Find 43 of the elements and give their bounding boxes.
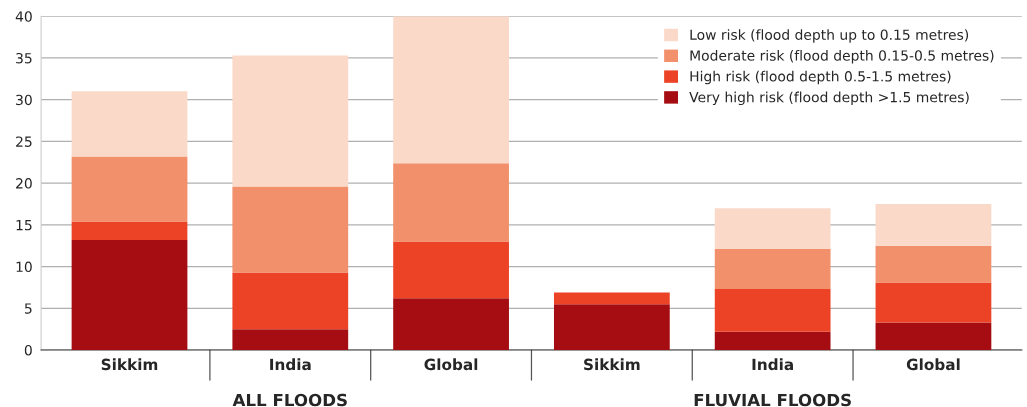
bar: [393, 241, 509, 299]
bar: [714, 289, 831, 332]
text: FLUVIAL FLOODS: [694, 393, 851, 407]
bar: [875, 322, 992, 351]
bar: [232, 186, 349, 273]
bar: [232, 329, 349, 351]
y-tick-label: 35: [16, 52, 32, 64]
y-tick-label: 5: [24, 303, 32, 314]
bar: [553, 292, 670, 305]
bar: [875, 204, 992, 246]
bar: [393, 298, 509, 351]
legend-label: Moderate risk (flood depth 0.15-0.5 metres): [690, 50, 994, 64]
x-tick-label: Global: [906, 358, 960, 371]
bar: [71, 156, 188, 222]
x-tick-label: Sikkim: [101, 358, 158, 371]
bar: [875, 282, 992, 323]
y-tick-label: 10: [16, 261, 32, 273]
x-tick-label: India: [752, 358, 793, 371]
bar: [232, 55, 349, 187]
text: ALL FLOODS: [232, 393, 347, 407]
y-tick-label: 40: [15, 11, 32, 22]
bar: [71, 221, 188, 240]
bar: [714, 331, 831, 351]
bar: [875, 245, 992, 283]
bar: [71, 91, 188, 157]
y-tick-label: 30: [16, 94, 32, 106]
y-tick-label: 20: [16, 178, 32, 189]
bar: [714, 208, 831, 250]
x-tick-label: India: [270, 358, 311, 371]
bar: [393, 16, 509, 164]
bar: [553, 304, 670, 351]
bar: [232, 272, 349, 330]
bar: [393, 163, 509, 242]
legend-label: Very high risk (flood depth >1.5 metres): [689, 91, 969, 106]
legend-label: Low risk (flood depth up to 0.15 metres): [690, 29, 969, 43]
y-tick-label: 15: [16, 220, 32, 231]
x-tick-label: Sikkim: [584, 358, 640, 371]
legend-label: High risk (flood depth 0.5-1.5 metres): [690, 70, 951, 85]
bar: [71, 239, 188, 351]
y-tick-label: 25: [16, 136, 32, 147]
y-tick-label: 0: [24, 344, 32, 356]
x-tick-label: Global: [424, 358, 478, 371]
bar: [714, 249, 831, 290]
